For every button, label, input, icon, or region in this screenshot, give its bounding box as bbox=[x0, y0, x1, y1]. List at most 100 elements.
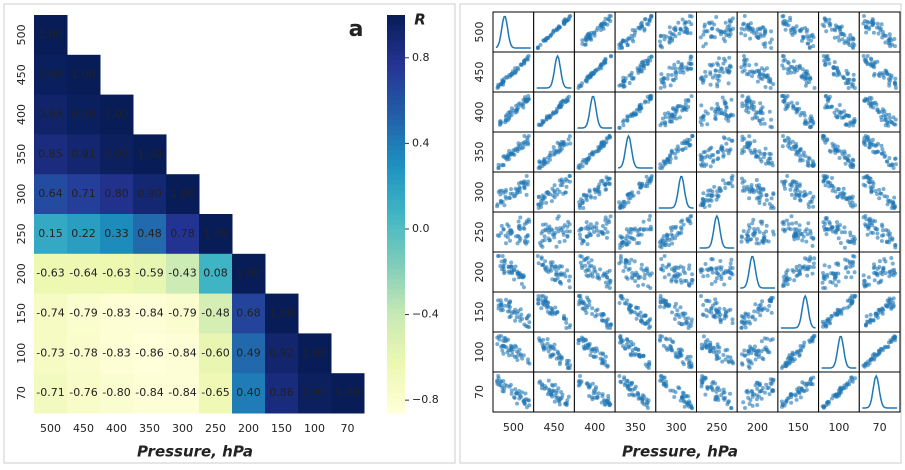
colorbar-segment bbox=[387, 343, 405, 349]
point bbox=[710, 75, 715, 80]
point bbox=[882, 154, 887, 159]
scatter-cell bbox=[861, 256, 898, 289]
colorbar-segment bbox=[387, 59, 405, 66]
point bbox=[875, 231, 880, 236]
point bbox=[787, 145, 792, 150]
point bbox=[767, 392, 772, 397]
point bbox=[878, 346, 883, 351]
scatter-cell bbox=[495, 334, 532, 366]
cell-label: 0.64 bbox=[38, 187, 63, 200]
point bbox=[824, 29, 829, 34]
point bbox=[780, 94, 784, 98]
colorbar-segment bbox=[387, 144, 405, 150]
scatter-cell bbox=[780, 174, 816, 210]
point bbox=[885, 298, 890, 303]
point bbox=[678, 305, 683, 310]
point bbox=[649, 174, 654, 178]
point bbox=[587, 31, 591, 36]
point bbox=[716, 193, 721, 198]
heatmap-cell bbox=[133, 174, 167, 215]
point bbox=[764, 382, 769, 387]
point bbox=[623, 260, 628, 265]
point bbox=[805, 266, 810, 271]
point bbox=[726, 81, 731, 86]
point bbox=[756, 348, 761, 353]
point bbox=[893, 76, 898, 81]
point bbox=[629, 339, 633, 344]
y-tick-label: 250 bbox=[15, 223, 28, 244]
point bbox=[544, 200, 549, 205]
point bbox=[548, 150, 553, 155]
point bbox=[873, 219, 878, 224]
point bbox=[746, 364, 751, 369]
point bbox=[870, 17, 875, 22]
scatter-cell bbox=[823, 94, 857, 128]
point bbox=[821, 271, 825, 275]
x-axis-title: Pressure, hPa bbox=[622, 443, 738, 461]
point bbox=[504, 345, 509, 350]
point bbox=[882, 194, 887, 199]
point bbox=[680, 390, 685, 395]
point bbox=[522, 185, 527, 190]
point bbox=[884, 112, 889, 117]
point bbox=[842, 149, 847, 154]
point bbox=[498, 264, 503, 268]
kde-curve bbox=[699, 214, 735, 249]
point bbox=[687, 19, 692, 24]
point bbox=[782, 278, 787, 283]
point bbox=[875, 352, 880, 357]
point bbox=[713, 381, 718, 386]
point bbox=[802, 189, 807, 194]
point bbox=[629, 353, 634, 358]
point bbox=[751, 100, 756, 105]
point bbox=[717, 111, 722, 116]
point bbox=[547, 387, 552, 392]
point bbox=[597, 192, 602, 197]
point bbox=[662, 375, 667, 380]
point bbox=[536, 166, 541, 170]
point bbox=[866, 20, 870, 25]
point bbox=[709, 145, 714, 150]
point bbox=[521, 399, 526, 404]
point bbox=[768, 40, 773, 45]
point bbox=[576, 86, 581, 90]
point bbox=[593, 195, 597, 200]
point bbox=[872, 71, 877, 76]
point bbox=[555, 192, 560, 197]
point bbox=[827, 221, 832, 226]
point bbox=[849, 240, 854, 245]
colorbar-segment bbox=[387, 248, 405, 255]
point bbox=[756, 306, 760, 311]
point bbox=[703, 109, 708, 114]
point bbox=[850, 200, 855, 205]
point bbox=[639, 262, 644, 267]
point bbox=[709, 307, 714, 311]
heatmap-cell bbox=[67, 214, 101, 255]
point bbox=[721, 135, 726, 140]
heatmap-cell bbox=[265, 293, 299, 334]
point bbox=[729, 257, 734, 262]
cell-label: 0.98 bbox=[38, 68, 63, 81]
point bbox=[705, 122, 710, 127]
point bbox=[781, 66, 786, 71]
point bbox=[684, 26, 689, 31]
point bbox=[668, 388, 673, 393]
point bbox=[724, 104, 729, 109]
point bbox=[851, 36, 856, 41]
point bbox=[556, 395, 561, 400]
point bbox=[624, 242, 629, 247]
point bbox=[509, 260, 514, 265]
point bbox=[644, 403, 649, 408]
point bbox=[893, 86, 898, 90]
x-tick-label: 350 bbox=[625, 421, 646, 434]
point bbox=[717, 345, 722, 350]
point bbox=[527, 320, 532, 325]
heatmap-cell bbox=[34, 54, 68, 96]
point bbox=[808, 228, 813, 233]
cell-label: 0.98 bbox=[71, 108, 96, 121]
point bbox=[830, 396, 834, 401]
point bbox=[749, 189, 754, 194]
point bbox=[605, 230, 610, 235]
point bbox=[543, 228, 548, 233]
point bbox=[662, 254, 667, 258]
